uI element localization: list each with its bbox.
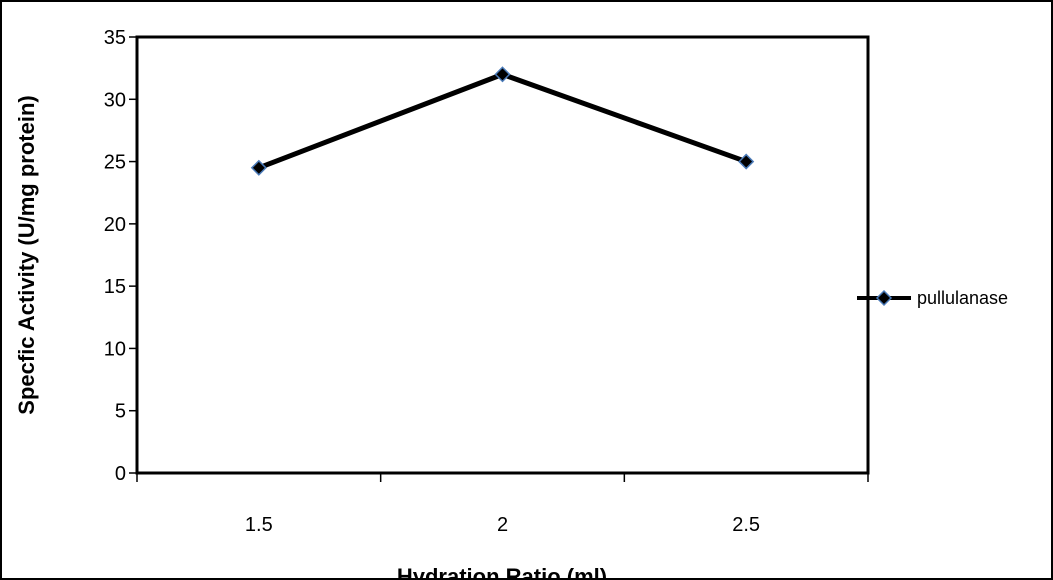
legend-label: pullulanase	[917, 288, 1008, 308]
x-tick-label: 2.5	[732, 514, 760, 536]
y-tick-label: 10	[104, 338, 126, 360]
y-axis-ticks: 0 5 10 15 20 25 30 35	[104, 27, 137, 485]
y-tick-label: 5	[115, 401, 126, 423]
x-tick-label: 1.5	[245, 514, 273, 536]
y-tick-label: 20	[104, 214, 126, 236]
y-tick-label: 25	[104, 152, 126, 174]
x-axis-ticks: 1.5 2 2.5	[136, 473, 869, 536]
y-tick-label: 30	[104, 89, 126, 111]
legend: pullulanase	[857, 288, 1008, 308]
x-axis-title: Hydration Ratio (ml)	[397, 564, 607, 580]
y-tick-label: 15	[104, 276, 126, 298]
y-axis-title: Specfic Activity (U/mg protein)	[14, 95, 39, 414]
data-point-marker	[738, 153, 755, 170]
series-layer	[250, 66, 755, 176]
data-point-marker	[494, 66, 511, 83]
y-tick-label: 35	[104, 27, 126, 49]
y-tick-label: 0	[115, 463, 126, 485]
legend-marker	[875, 289, 893, 307]
x-tick-label: 2	[497, 514, 508, 536]
data-point-marker	[250, 159, 267, 176]
